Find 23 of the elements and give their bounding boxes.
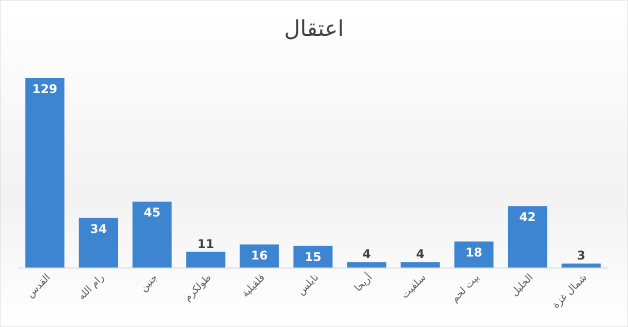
data-label: 129 bbox=[32, 82, 58, 96]
x-tick-label: شمال غزة bbox=[550, 272, 590, 311]
data-label: 3 bbox=[577, 248, 586, 263]
x-tick-label: أريحا bbox=[351, 270, 375, 294]
data-label: 16 bbox=[251, 248, 268, 262]
x-tick-label: قلقيلية bbox=[240, 272, 268, 300]
x-tick-label: بيت لحم bbox=[449, 272, 482, 305]
data-label: 4 bbox=[416, 247, 424, 262]
data-label: 42 bbox=[519, 210, 536, 224]
x-tick-label: طولكرم bbox=[182, 272, 214, 304]
x-tick-label: القدس bbox=[25, 272, 53, 300]
data-label: 45 bbox=[144, 206, 160, 220]
data-label: 34 bbox=[90, 222, 107, 236]
x-tick-label: رام الله bbox=[76, 272, 107, 302]
x-tick-label: الخليل bbox=[509, 272, 536, 299]
x-tick-label: نابلس bbox=[296, 272, 322, 298]
data-label: 4 bbox=[362, 247, 371, 262]
chart-title: اعتقال bbox=[284, 17, 344, 42]
x-tick-label: سلفيت bbox=[400, 272, 428, 301]
data-label: 15 bbox=[304, 250, 322, 264]
data-label: 18 bbox=[466, 245, 482, 260]
data-label: 11 bbox=[197, 236, 214, 251]
x-tick-label: جنين bbox=[138, 272, 160, 294]
